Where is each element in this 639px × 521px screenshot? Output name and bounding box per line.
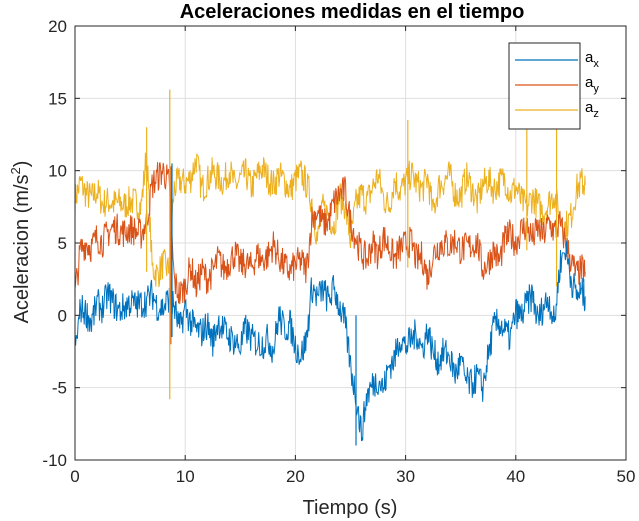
legend-entry-ay: ay [515, 74, 599, 95]
axis-ticks: 0 10 20 30 40 50 -10 -5 0 5 10 15 20 [42, 17, 635, 486]
y-axis-label-tail: ) [11, 161, 33, 168]
y-tick-label-3: 5 [58, 234, 67, 253]
legend-label-ax: ax [585, 49, 599, 70]
series-line-ay [74, 162, 586, 305]
x-tick-label-1: 10 [176, 467, 195, 486]
legend-label-az: az [585, 99, 599, 120]
legend-entry-az: az [515, 99, 599, 120]
y-axis-label-superscript: 2 [8, 167, 23, 174]
plot-series [74, 89, 586, 446]
x-axis-label: Tiempo (s) [303, 497, 398, 519]
legend-label-ay: ay [585, 74, 599, 95]
x-tick-label-3: 30 [396, 467, 415, 486]
legend-box [508, 42, 581, 130]
chart-title: Aceleraciones medidas en el tiempo [180, 1, 525, 23]
y-tick-label-1: -5 [52, 379, 67, 398]
x-tick-label-2: 20 [286, 467, 305, 486]
y-axis-label-main: Aceleracion (m/s [11, 174, 33, 323]
legend: ax ay az [508, 42, 599, 130]
y-tick-label-0: -10 [42, 451, 67, 470]
y-axis-label: Aceleracion (m/s2) [8, 161, 33, 324]
y-tick-label-4: 10 [48, 162, 67, 181]
series-line-ax [74, 240, 586, 442]
series-line-az [74, 152, 586, 288]
x-tick-label-5: 50 [617, 467, 636, 486]
y-tick-label-2: 0 [58, 306, 67, 325]
x-tick-label-4: 40 [506, 467, 525, 486]
legend-entry-ax: ax [515, 49, 599, 70]
y-tick-label-6: 20 [48, 17, 67, 36]
x-tick-label-0: 0 [70, 467, 79, 486]
y-tick-label-5: 15 [48, 89, 67, 108]
